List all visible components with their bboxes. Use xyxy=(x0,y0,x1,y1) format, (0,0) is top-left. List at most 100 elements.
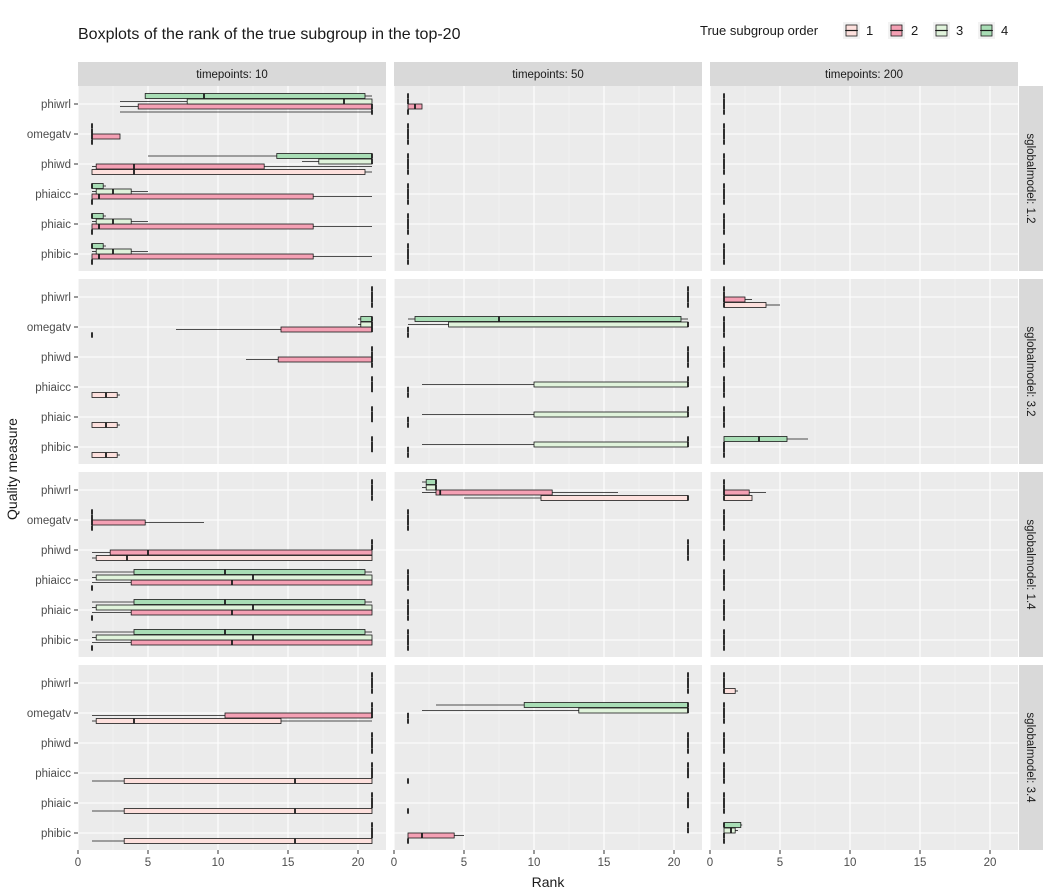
box xyxy=(91,243,104,249)
box xyxy=(91,133,121,140)
y-tick-label: phiaic xyxy=(41,605,71,617)
box xyxy=(533,381,689,388)
box xyxy=(723,822,742,828)
x-tick-label: 0 xyxy=(391,857,397,869)
box xyxy=(91,223,314,230)
panel-background xyxy=(394,665,702,850)
x-tick-label: 20 xyxy=(352,857,365,869)
boxplot-phiaic-series-3 xyxy=(422,411,689,418)
boxplot-omegatv-series-4 xyxy=(408,316,688,322)
box xyxy=(123,778,373,784)
legend-label: 2 xyxy=(911,23,918,38)
box xyxy=(414,316,682,322)
row-strip xyxy=(1019,279,1043,464)
boxplot-phibic-series-4 xyxy=(92,629,372,635)
box xyxy=(723,296,746,303)
box xyxy=(578,707,689,714)
boxplot-phiwrl-series-3 xyxy=(422,484,437,491)
legend-label: 3 xyxy=(956,23,963,38)
panel-background xyxy=(710,665,1018,850)
boxplot-phibic-series-2 xyxy=(407,832,464,839)
box xyxy=(144,93,366,99)
x-tick-label: 10 xyxy=(844,857,857,869)
panel-background xyxy=(78,472,386,657)
box xyxy=(91,392,118,398)
boxplot-phiwrl-series-1 xyxy=(723,495,753,501)
column-strip xyxy=(394,62,702,86)
box xyxy=(533,441,689,448)
box xyxy=(133,629,366,635)
boxplot-phiwd-series-1 xyxy=(91,169,372,175)
boxplot-phiwrl-series-1 xyxy=(464,495,689,501)
column-strip-label: timepoints: 10 xyxy=(196,69,268,81)
boxplot-omegatv-series-4 xyxy=(358,316,373,322)
boxplot-phiwd-series-2 xyxy=(246,356,373,363)
boxplot-phibic-series-1 xyxy=(92,838,373,844)
x-tick-label: 10 xyxy=(528,857,541,869)
box xyxy=(318,158,373,165)
chart-title: Boxplots of the rank of the true subgrou… xyxy=(78,26,461,43)
panel-background xyxy=(78,86,386,271)
column-strip xyxy=(710,62,1018,86)
y-tick-label: phibic xyxy=(41,828,71,840)
legend-label: 4 xyxy=(1001,23,1008,38)
x-tick-label: 15 xyxy=(282,857,295,869)
facet-panels: timepoints: 10 timepoints: 50 timepoints: … xyxy=(27,62,1043,869)
panel-background xyxy=(394,86,702,271)
boxplot-phiaicc-series-2 xyxy=(91,193,372,200)
box xyxy=(95,555,373,561)
boxplot-phiaic-series-4 xyxy=(91,213,106,219)
boxplot-phiwd-series-3 xyxy=(302,158,373,165)
boxplot-phiwrl-series-2 xyxy=(407,103,423,110)
column-strip-label: timepoints: 200 xyxy=(825,69,903,81)
boxplot-phiaic-series-2 xyxy=(91,223,372,230)
boxplot-omegatv-series-2 xyxy=(92,712,373,719)
boxplot-omegatv-series-2 xyxy=(176,326,373,333)
box xyxy=(723,827,736,834)
boxplot-phibic-series-4 xyxy=(723,822,743,828)
panel-background xyxy=(710,279,1018,464)
y-tick-label: phiwrl xyxy=(41,485,71,497)
boxplot-phiaic-series-1 xyxy=(91,422,120,428)
boxplot-phiaicc-series-2 xyxy=(92,579,373,586)
x-tick-label: 0 xyxy=(75,857,81,869)
y-tick-label: phiaicc xyxy=(35,575,71,587)
y-tick-label: phiwrl xyxy=(41,292,71,304)
y-tick-label: phiaic xyxy=(41,412,71,424)
box xyxy=(133,569,366,575)
boxplot-phibic-series-3 xyxy=(723,827,738,834)
box xyxy=(280,326,373,333)
y-tick-label: phiwd xyxy=(41,545,71,557)
box xyxy=(95,604,373,611)
panel-background xyxy=(78,279,386,464)
box xyxy=(91,253,314,260)
y-tick-label: phiaic xyxy=(41,219,71,231)
boxplot-phibic-series-4 xyxy=(723,436,808,442)
x-tick-label: 5 xyxy=(145,857,151,869)
boxplot-phibic-series-3 xyxy=(92,248,148,255)
column-strip-label: timepoints: 50 xyxy=(512,69,584,81)
boxplot-phiaic-series-4 xyxy=(92,599,372,605)
row-strip-label: sglobalmodel: 1.2 xyxy=(1024,133,1036,223)
boxplot-phiwrl-series-2 xyxy=(723,489,766,496)
box xyxy=(723,489,750,496)
boxplot-phiaicc-series-4 xyxy=(91,183,106,189)
boxplot-phiaic-series-3 xyxy=(92,218,148,225)
boxplot-omegatv-series-2 xyxy=(91,133,121,140)
box xyxy=(448,321,689,328)
row-strip-label: sglobalmodel: 3.2 xyxy=(1024,326,1036,416)
box xyxy=(95,634,373,641)
box xyxy=(360,316,373,322)
x-tick-label: 20 xyxy=(668,857,681,869)
x-tick-label: 15 xyxy=(914,857,927,869)
boxplot-phiwrl-series-4 xyxy=(422,479,437,485)
boxplot-phiwd-series-4 xyxy=(148,153,373,159)
boxplot-omegatv-series-1 xyxy=(92,718,372,724)
box xyxy=(133,599,366,605)
boxplot-phiaic-series-1 xyxy=(92,808,373,814)
box xyxy=(130,609,373,616)
panel-background xyxy=(394,472,702,657)
column-strip xyxy=(78,62,386,86)
boxplot-phiaicc-series-3 xyxy=(422,381,689,388)
x-tick-label: 0 xyxy=(707,857,713,869)
